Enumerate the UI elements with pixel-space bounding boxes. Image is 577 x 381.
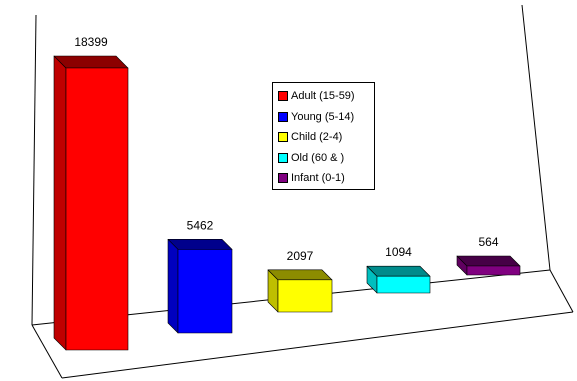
legend-item: Old (60 & ) [278, 148, 374, 169]
bar-top-face [53, 55, 129, 69]
bar [267, 269, 333, 313]
bar [167, 238, 233, 334]
bar-front-face [177, 248, 233, 334]
legend-item: Child (2-4) [278, 127, 374, 148]
legend-item: Adult (15-59) [278, 86, 374, 107]
bar-top-face [366, 265, 431, 277]
bar [456, 255, 521, 276]
bar-front-face [376, 275, 431, 294]
bar-front-face [65, 67, 129, 351]
bar [53, 55, 129, 351]
legend-swatch [278, 111, 288, 122]
back-wall-right-edge [521, 4, 551, 271]
legend-label: Old (60 & ) [291, 151, 345, 164]
bar-front-face [277, 279, 333, 313]
legend-label: Infant (0-1) [291, 172, 345, 185]
floor-front-edge [61, 311, 574, 379]
bar-top-face [267, 269, 333, 281]
legend-swatch [278, 91, 288, 102]
value-labels-group: 18399 5462 2097 1094 564 [74, 35, 499, 263]
value-label: 2097 [287, 249, 314, 263]
bar-side-face [53, 55, 67, 351]
floor-right-edge [549, 269, 574, 313]
bars-group [53, 55, 521, 351]
legend-swatch [278, 173, 288, 184]
bar-top-face [456, 255, 521, 267]
back-wall-left-edge [31, 14, 37, 326]
legend-label: Child (2-4) [291, 131, 343, 144]
legend: Adult (15-59) Young (5-14) Child (2-4) Old … [272, 82, 375, 190]
legend-label: Adult (15-59) [291, 90, 355, 103]
bar-front-face [466, 265, 521, 276]
legend-item: Infant (0-1) [278, 168, 374, 189]
legend-swatch [278, 152, 288, 163]
legend-item: Young (5-14) [278, 107, 374, 128]
bar [366, 265, 431, 294]
value-label: 564 [478, 235, 498, 249]
legend-swatch [278, 132, 288, 143]
legend-label: Young (5-14) [291, 110, 355, 123]
value-label: 1094 [385, 245, 412, 259]
bar-side-face [167, 238, 179, 334]
value-label: 5462 [187, 218, 214, 232]
floor-left-edge [31, 324, 63, 379]
value-label: 18399 [74, 35, 108, 49]
bar-top-face [167, 238, 233, 250]
